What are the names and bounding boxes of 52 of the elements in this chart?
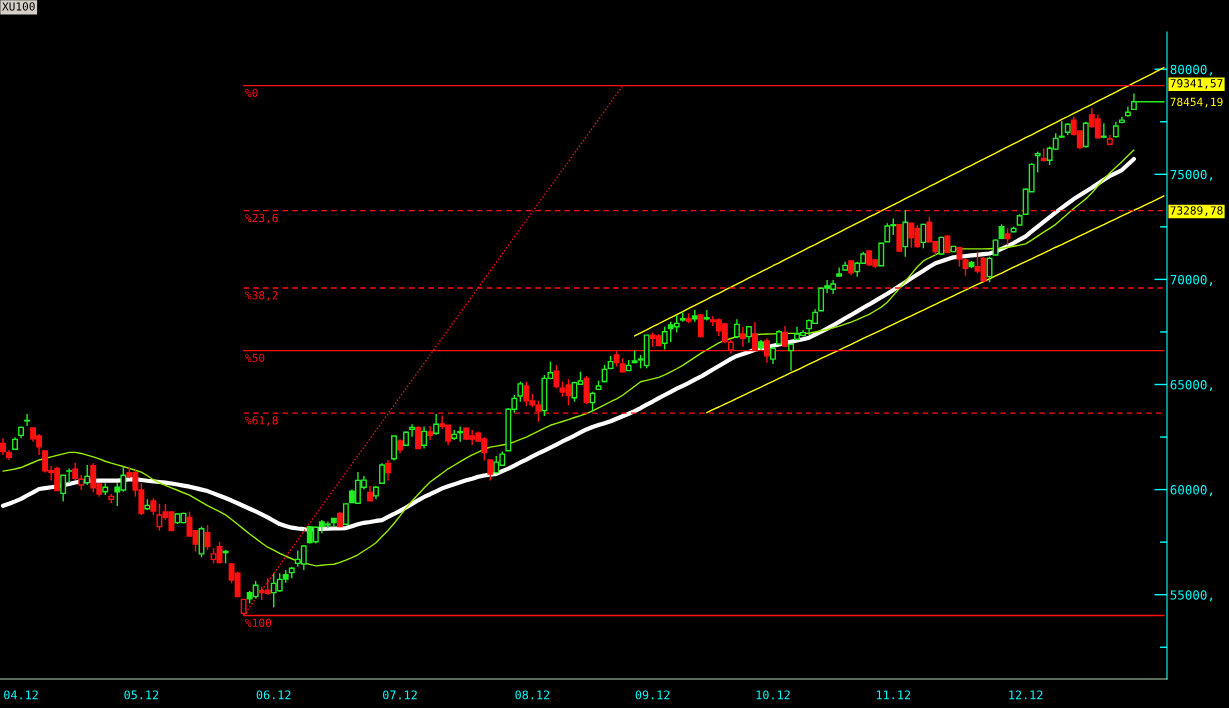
x-tick-label: 09.12: [635, 690, 670, 700]
series-label: %100: [245, 618, 272, 627]
x-tick-label: 08.12: [515, 690, 550, 700]
candlestick: [733, 318, 740, 339]
series-label: %50: [245, 353, 265, 363]
candlestick: [517, 380, 524, 403]
candlestick: [342, 502, 349, 526]
y-tick-label: 73289,78: [1170, 206, 1223, 217]
y-tick-label: 65000,: [1170, 380, 1213, 392]
candlestick: [427, 425, 434, 441]
x-tick-label: 12.12: [1009, 690, 1043, 700]
candlestick: [1034, 150, 1041, 174]
y-tick-label: 75000,: [1170, 169, 1213, 181]
y-tick-label: 60000,: [1170, 485, 1213, 497]
candlestick: [487, 459, 494, 482]
candlestick: [836, 266, 843, 278]
x-tick-label: 06.12: [256, 690, 291, 700]
series-label: %0: [245, 88, 258, 98]
chart-title: XU100: [2, 2, 35, 11]
x-tick-label: 05.12: [124, 690, 159, 700]
x-tick-label: 04.12: [4, 690, 38, 700]
x-tick-label: 11.12: [876, 690, 911, 700]
y-tick-label: 70000,: [1170, 274, 1213, 286]
candlestick: [457, 425, 464, 443]
candlestick: [60, 474, 67, 503]
line-series: [706, 195, 1165, 414]
line-series: [633, 67, 1165, 337]
candlestick: [24, 413, 31, 427]
candlestick: [379, 462, 385, 485]
x-tick-label: 07.12: [383, 690, 417, 700]
candlestick: [739, 326, 746, 348]
y-tick-label: 55000,: [1170, 590, 1213, 602]
candlestick: [385, 459, 391, 482]
candlestick: [66, 467, 73, 484]
candlestick: [1082, 121, 1089, 149]
candlestick: [433, 413, 440, 436]
candlestick: [920, 223, 927, 249]
candlestick: [1100, 122, 1107, 140]
candlestick: [661, 326, 668, 351]
candlestick: [703, 309, 710, 322]
candlestick: [788, 342, 794, 372]
y-tick-label: 80000,: [1170, 64, 1213, 76]
series-label: %61,8: [245, 416, 278, 426]
candlestick: [421, 425, 428, 450]
series-label: %23,6: [245, 213, 278, 224]
candlestick: [553, 364, 560, 389]
y-tick-label: 78454,19: [1170, 97, 1223, 108]
series-label: %38,2: [245, 291, 278, 301]
x-tick-label: 10.12: [756, 690, 790, 700]
y-tick-label: 79341,57: [1170, 79, 1223, 89]
candlestick: [391, 435, 397, 462]
candlestick: [409, 423, 416, 438]
